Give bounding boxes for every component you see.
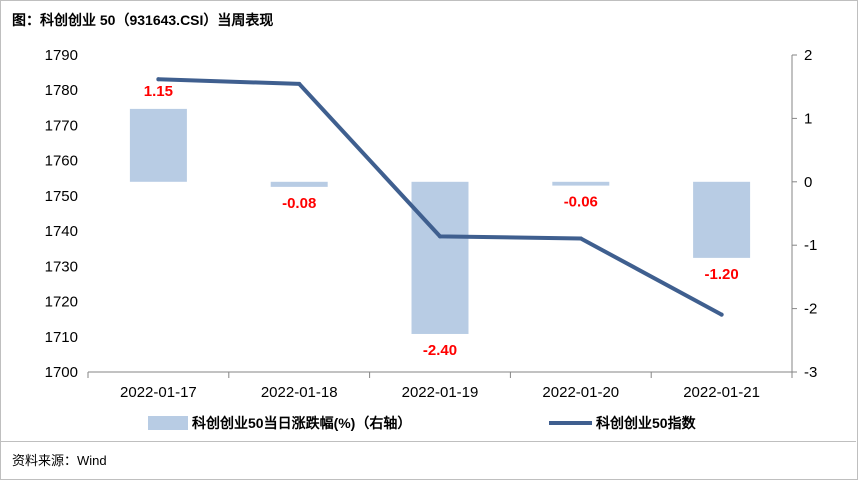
left-axis-tick-label: 1710: [45, 329, 78, 346]
footer-divider: [0, 441, 856, 442]
line-point: [578, 236, 583, 241]
left-axis-tick-label: 1790: [45, 47, 78, 64]
bar-data-label: -2.40: [423, 342, 457, 359]
bar-data-labels: 1.15 -0.08 -2.40 -0.06 -1.20: [144, 83, 739, 359]
bar-data-label: -0.06: [564, 194, 598, 211]
bar-data-label: 1.15: [144, 83, 173, 100]
left-axis-tick-label: 1770: [45, 117, 78, 134]
x-axis-tick-label: 2022-01-18: [261, 384, 338, 401]
legend-label-line: 科创创业50指数: [596, 415, 697, 431]
bar-data-label: -1.20: [704, 266, 738, 283]
bar: [411, 181, 469, 334]
right-axis-tick-label: -2: [804, 301, 817, 318]
legend: 科创创业50当日涨跌幅(%)（右轴） 科创创业50指数: [148, 415, 697, 431]
x-axis-tick-label: 2022-01-21: [683, 384, 760, 401]
left-axis-tick-label: 1730: [45, 258, 78, 275]
right-axis-tick-label: 0: [804, 174, 812, 191]
left-axis-tick-label: 1750: [45, 188, 78, 205]
line-point: [438, 234, 442, 239]
left-axis-tick-label: 1760: [45, 153, 78, 170]
bar-series: [129, 108, 751, 334]
x-axis-tick-label: 2022-01-19: [402, 384, 479, 401]
line-point: [719, 312, 724, 317]
source-note: 资料来源：Wind: [12, 453, 107, 468]
bar: [693, 181, 751, 258]
x-axis-tick-label: 2022-01-20: [542, 384, 619, 401]
line-series: [156, 77, 724, 317]
line-point: [297, 81, 302, 86]
line-point: [156, 77, 161, 82]
bar: [552, 181, 610, 186]
right-axis-tick-label: 1: [804, 110, 812, 127]
bar: [270, 181, 328, 187]
left-axis-tick-label: 1780: [45, 82, 78, 99]
legend-swatch-bar: [148, 416, 188, 430]
left-axis-tick-label: 1720: [45, 294, 78, 311]
bar-data-label: -0.08: [282, 195, 316, 212]
right-axis-tick-label: 2: [804, 47, 812, 64]
right-axis-tick-label: -1: [804, 237, 817, 254]
right-axis-tick-label: -3: [804, 364, 817, 381]
bar: [129, 108, 187, 182]
legend-label-bar: 科创创业50当日涨跌幅(%)（右轴）: [192, 415, 411, 431]
axes: 1700 1710 1720 1730 1740 1750 1760 1770 1780 1790…: [45, 47, 818, 401]
chart-title: 图：科创创业 50（931643.CSI）当周表现: [12, 12, 274, 28]
left-axis-tick-label: 1740: [45, 223, 78, 240]
left-axis-tick-label: 1700: [45, 364, 78, 381]
x-axis-tick-label: 2022-01-17: [120, 384, 197, 401]
